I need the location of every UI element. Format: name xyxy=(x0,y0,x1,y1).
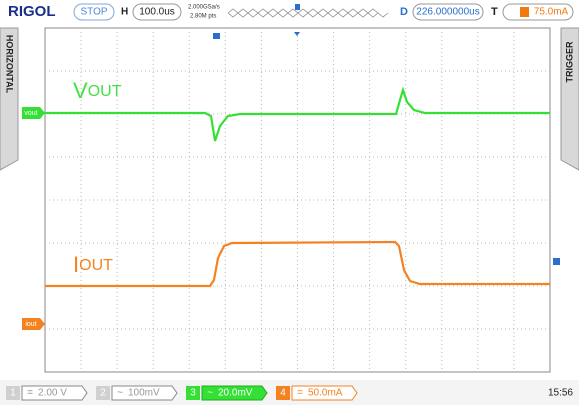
iout-marker xyxy=(22,318,45,330)
vout-marker xyxy=(22,107,45,119)
sample-rate: 2.000GSa/s xyxy=(188,5,220,11)
channel-coupling: = xyxy=(297,388,303,399)
vout-label-main: V xyxy=(73,78,88,103)
delay: 226.000000us xyxy=(416,7,479,18)
channel-number-box xyxy=(6,386,20,400)
delay-box xyxy=(412,3,484,21)
trigger-level: 75.0mA xyxy=(534,7,569,18)
channel-number-box xyxy=(276,386,290,400)
channel-box xyxy=(111,385,178,401)
channel-scale: 50.0mA xyxy=(308,388,343,399)
left-tab xyxy=(0,27,19,171)
channel-box xyxy=(21,385,88,401)
vout-trace xyxy=(45,86,550,142)
points: 2.80M pts xyxy=(190,14,216,20)
channel-coupling: = xyxy=(27,388,33,399)
timebase: 100.0us xyxy=(139,7,175,18)
left-tab-label: HORIZONTAL xyxy=(5,35,15,94)
channel-coupling: ~ xyxy=(117,388,123,399)
right-tab xyxy=(560,27,579,171)
channel-scale: 20.0mV xyxy=(218,388,253,399)
channel-scale: 100mV xyxy=(128,388,160,399)
status: STOP xyxy=(80,7,107,18)
iout-label: IOUT xyxy=(73,252,113,277)
iout-label-main: I xyxy=(73,252,79,277)
trigger-source-icon xyxy=(520,7,529,17)
vout-label: VOUT xyxy=(73,78,122,103)
trigger-position-marker xyxy=(213,33,220,39)
channel-number-box xyxy=(186,386,200,400)
timebase-box xyxy=(132,3,182,21)
status-badge xyxy=(73,3,115,21)
graticule xyxy=(45,28,550,372)
memory-marker xyxy=(295,4,300,10)
h-label: H xyxy=(121,7,128,18)
channel-scale: 2.00 V xyxy=(38,388,67,399)
channel-number: 1 xyxy=(10,388,16,399)
channel-number: 3 xyxy=(190,388,196,399)
memory-bar xyxy=(227,8,389,18)
channel-number-box xyxy=(96,386,110,400)
clock: 15:56 xyxy=(548,388,573,399)
iout-trace xyxy=(45,240,550,288)
channel-coupling: ~ xyxy=(207,388,213,399)
center-marker xyxy=(294,32,300,36)
brand: RIGOL xyxy=(8,3,56,20)
channel-number: 2 xyxy=(100,388,106,399)
right-tab-label: TRIGGER xyxy=(564,41,574,83)
channel-box xyxy=(201,385,268,401)
iout-label-sub: OUT xyxy=(79,257,113,274)
vout-label-sub: OUT xyxy=(88,83,122,100)
vout-marker-label: vout xyxy=(24,110,37,117)
t-label: T xyxy=(491,6,498,18)
channel-box xyxy=(291,385,358,401)
trigger-level-marker xyxy=(553,258,560,265)
channel-bar: 1 = 2.00 V 2 ~100mV 3 ~20.0mV 4 = 50.0mA xyxy=(6,385,358,401)
iout-marker-label: iout xyxy=(25,321,36,328)
channel-number: 4 xyxy=(280,388,286,399)
d-label: D xyxy=(400,6,408,18)
